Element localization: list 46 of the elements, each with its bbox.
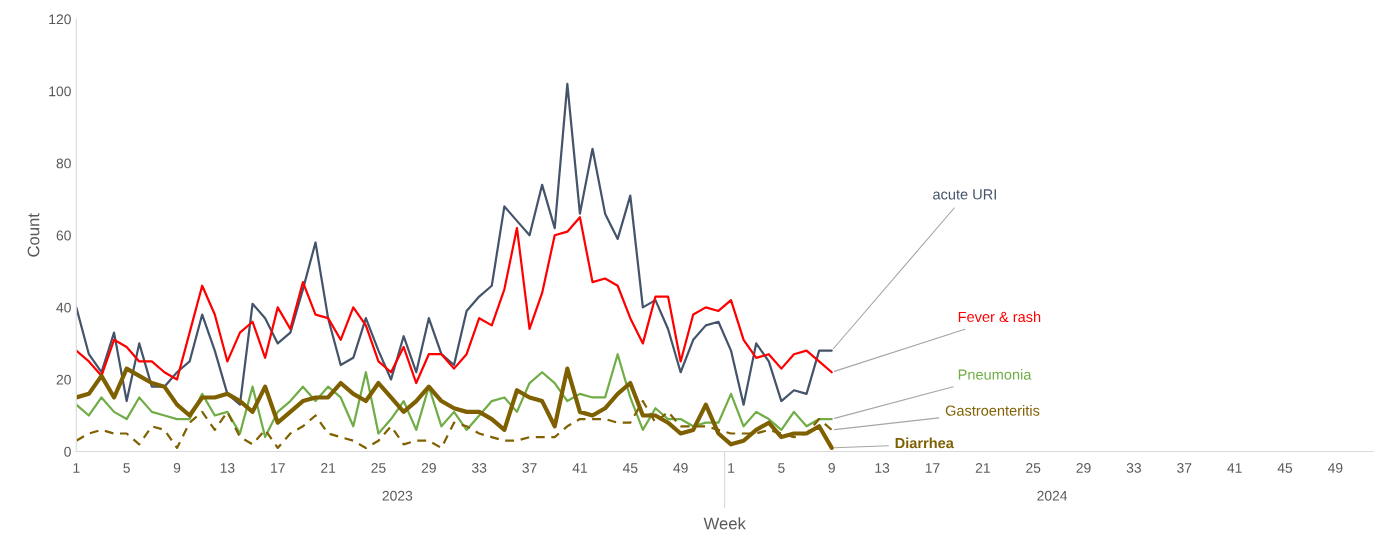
y-tick-label: 80 xyxy=(56,158,71,169)
x-tick-label: 5 xyxy=(123,463,130,473)
x-tick-label: 37 xyxy=(522,463,537,473)
text: Fever & rash xyxy=(958,311,1041,323)
y-tick-label: 20 xyxy=(56,374,71,385)
text: Diarrhea xyxy=(895,437,954,449)
line-series xyxy=(76,353,833,439)
x-tick-label: 17 xyxy=(271,463,285,473)
x-tick-label: 37 xyxy=(1177,463,1192,473)
x-tick-label: 13 xyxy=(220,463,235,473)
y-axis-title: Count xyxy=(27,213,40,257)
text: acute URI xyxy=(933,189,996,200)
x-tick-label: 1 xyxy=(73,463,80,473)
x-tick-label: 45 xyxy=(1277,463,1293,473)
x-tick-label: 29 xyxy=(421,463,436,473)
x-tick-label: 9 xyxy=(173,463,181,473)
text: 2023 xyxy=(382,490,413,501)
x-tick-label: 33 xyxy=(1126,463,1142,473)
y-tick-label: 100 xyxy=(49,86,71,97)
x-tick-label: 1 xyxy=(728,463,735,473)
line-series xyxy=(76,216,833,385)
x-tick-label: 45 xyxy=(622,463,638,473)
x-tick-label: 41 xyxy=(572,463,587,473)
text: 2024 xyxy=(1037,490,1068,501)
x-tick-label: 25 xyxy=(1026,463,1041,473)
y-tick-label: 40 xyxy=(56,302,71,313)
x-axis-title: Week xyxy=(703,517,746,530)
y-tick-label: 120 xyxy=(49,14,71,25)
y-tick-label: 60 xyxy=(56,230,71,241)
text: Pneumonia xyxy=(958,369,1032,380)
x-tick-label: 17 xyxy=(925,463,940,473)
y-tick-label: 0 xyxy=(64,446,71,457)
x-tick-label: 5 xyxy=(778,463,785,473)
x-tick-label: 25 xyxy=(371,463,386,473)
x-tick-label: 21 xyxy=(975,463,990,473)
x-tick-label: 49 xyxy=(1327,463,1343,473)
x-tick-label: 49 xyxy=(673,463,688,473)
x-tick-label: 41 xyxy=(1227,463,1242,473)
line-series xyxy=(76,82,833,406)
x-tick-label: 21 xyxy=(321,463,336,473)
text: Gastroenteritis xyxy=(945,405,1040,416)
x-tick-label: 13 xyxy=(875,463,890,473)
x-tick-label: 9 xyxy=(828,463,835,473)
x-tick-label: 29 xyxy=(1076,463,1091,473)
x-tick-label: 33 xyxy=(471,463,487,473)
line-series xyxy=(76,366,834,451)
